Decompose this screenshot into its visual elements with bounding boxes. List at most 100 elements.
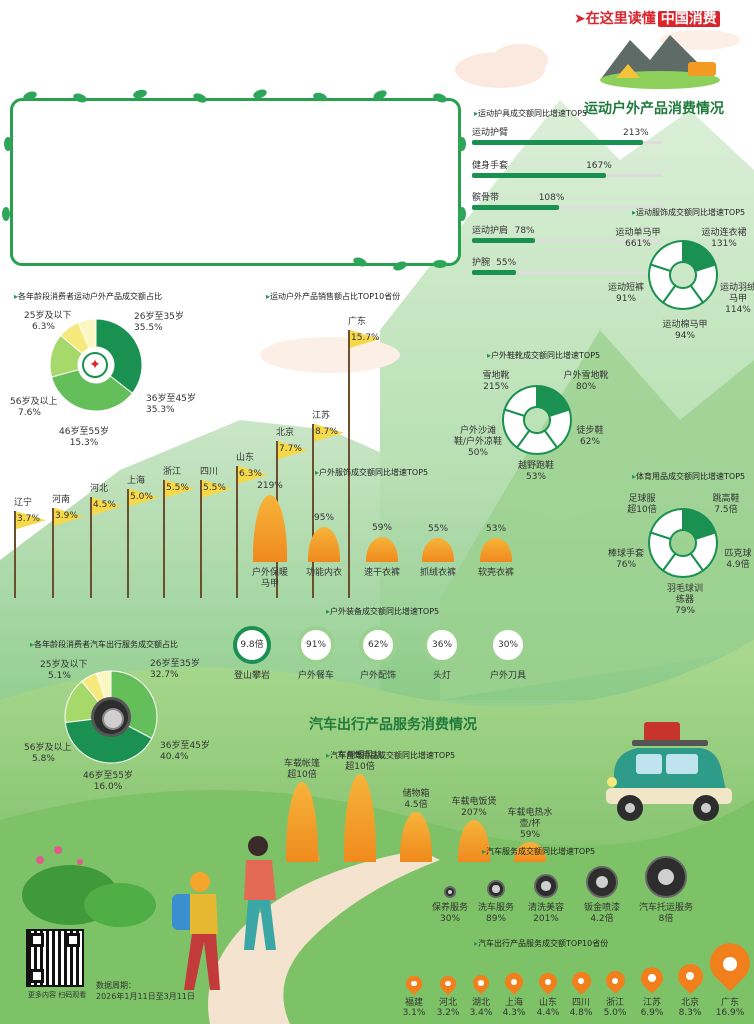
equipment-circle (423, 626, 461, 664)
pin-value: 4.3% (502, 1008, 526, 1018)
province-flag-value: 5.0% (130, 491, 153, 502)
pin-label: 四川 (571, 998, 591, 1008)
age-auto-value: 32.7% (150, 670, 179, 680)
outdoor-title: 运动户外产品消费情况 (584, 101, 724, 117)
province-flag-name: 江苏 (312, 410, 331, 421)
pin-label: 福建 (404, 998, 424, 1008)
donut-slice (77, 318, 97, 350)
equipment-value: 91% (305, 640, 327, 650)
gear-bar-label: 运动护肩 (472, 225, 509, 236)
province-flag-value: 4.5% (93, 500, 116, 511)
equipment-value: 36% (431, 640, 453, 650)
tire-value: 4.2倍 (590, 914, 614, 924)
age-outdoor-value: 35.5% (134, 323, 163, 333)
province-flag-name: 四川 (200, 466, 219, 477)
sports-label: 羽毛球训 (666, 584, 704, 594)
pin-dot (411, 980, 417, 987)
sports-value: 76% (615, 560, 637, 570)
equipment-label: 头灯 (432, 671, 452, 681)
shoes-label: 雪地靴 (482, 371, 510, 381)
shoes-value: 62% (579, 437, 601, 447)
age-outdoor-donut (49, 318, 143, 412)
province-flag-pole (127, 488, 129, 598)
auto-title: 汽车出行产品服务消费情况 (309, 717, 477, 733)
shoes-title: 户外鞋靴成交额同比增速TOP5 (487, 350, 600, 361)
province-flag-name: 广东 (348, 317, 367, 327)
age-auto-title: 各年龄段消费者汽车出行服务成交额占比 (30, 639, 178, 650)
equipment-circle (359, 626, 397, 664)
equipment-label: 登山攀岩 (233, 671, 271, 681)
shoes-ring-chart (502, 384, 572, 455)
age-auto-label: 26岁至35岁 (150, 659, 200, 669)
age-outdoor-label: 36岁至45岁 (146, 394, 196, 404)
gear-bar-label: 髌骨带 (472, 193, 500, 203)
apparel-title: 运动服饰成交额同比增速TOP5 (632, 207, 745, 218)
province-flag-pole (312, 423, 314, 598)
equipment-label: 户外餐车 (297, 671, 335, 681)
gear-bar (472, 270, 517, 275)
province-flag-pole (90, 497, 92, 598)
age-outdoor-value: 15.3% (69, 438, 99, 448)
province-flag-pole (348, 330, 350, 598)
age-auto-label: 36岁至45岁 (160, 741, 210, 751)
arrow-icon: ➤ (574, 11, 586, 27)
age-auto-value: 40.4% (160, 752, 189, 762)
drop-label: 抓绒衣裤 (419, 568, 457, 578)
sports-label: 跳高鞋 (712, 494, 740, 504)
age-outdoor-label: 26岁至35岁 (134, 312, 184, 322)
pin-value: 4.8% (569, 1008, 593, 1018)
drop-value: 55% (427, 523, 449, 534)
drop-value: 53% (485, 524, 507, 535)
shoes-label: 鞋/户外凉鞋 (453, 437, 503, 447)
car-drop-value: 4.5倍 (404, 800, 428, 810)
age-outdoor-label: 56岁及以上 (10, 397, 58, 407)
pin-label: 广东 (720, 998, 740, 1008)
car-illustration (606, 722, 732, 821)
outdoor-apparel-title: 户外服饰成交额同比增速TOP5 (315, 467, 428, 478)
province-flag-name: 河南 (52, 494, 71, 505)
equipment-circle (233, 626, 271, 664)
gear-bar-label: 运动护臂 (472, 128, 509, 138)
car-drop-label: 储物箱 (402, 789, 430, 799)
drop-label: 户外保暖 (251, 568, 289, 578)
pin-label: 浙江 (605, 998, 625, 1008)
tire-hub (541, 881, 551, 891)
qr-code[interactable] (26, 929, 84, 987)
tire-hub (447, 889, 453, 895)
province-flag-value: 8.7% (315, 426, 338, 437)
province-flag-value: 7.7% (279, 444, 302, 455)
age-auto-value: 5.8% (32, 754, 55, 764)
age-outdoor-value: 35.3% (146, 405, 175, 415)
shoes-value: 80% (575, 382, 597, 392)
header-slogan: ➤在这里读懂 中国消费 (574, 8, 720, 28)
pin-label: 江苏 (642, 998, 662, 1008)
sports-value: 超10倍 (627, 505, 657, 515)
province-flag-name: 河北 (90, 484, 109, 495)
drop-label: 软壳衣裤 (477, 568, 515, 578)
car-services-title: 汽车服务成交额同比增速TOP5 (482, 846, 595, 857)
gear-bar-value: 167% (586, 160, 612, 171)
province-flag-pole (14, 511, 16, 598)
pin-label: 上海 (504, 998, 524, 1008)
province-flag-value: 3.9% (55, 510, 78, 521)
province-flag-value: 3.7% (17, 514, 40, 525)
apparel-value: 131% (711, 239, 737, 249)
shoes-label: 徒步鞋 (576, 426, 604, 436)
pin-label: 河北 (438, 998, 458, 1008)
province-flag-name: 山东 (236, 452, 255, 463)
gear-bar (472, 205, 559, 210)
province-flag-name: 上海 (127, 475, 146, 486)
sports-label: 练器 (675, 595, 695, 605)
apparel-label: 马甲 (728, 294, 748, 304)
apparel-value: 94% (674, 331, 696, 341)
age-auto-label: 25岁及以下 (40, 660, 88, 670)
slogan-prefix: 在这里读懂 (585, 11, 656, 27)
province-flag-pole (236, 465, 238, 598)
province-flag-pole (52, 507, 54, 598)
age-outdoor-label: 46岁至55岁 (59, 427, 109, 437)
apparel-label: 运动短裤 (607, 283, 645, 293)
equipment-label: 户外配饰 (359, 671, 397, 681)
apparel-value: 661% (625, 239, 651, 249)
pin-dot (544, 978, 552, 985)
age-outdoor-value: 7.6% (18, 408, 41, 418)
